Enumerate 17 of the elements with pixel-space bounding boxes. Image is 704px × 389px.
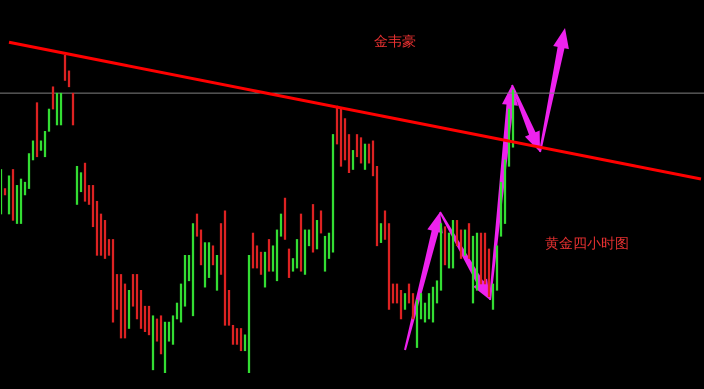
candlestick xyxy=(420,293,422,320)
candlestick xyxy=(352,150,354,170)
candlestick xyxy=(88,185,90,205)
candlestick xyxy=(428,293,430,320)
candlestick xyxy=(380,223,382,243)
candlestick xyxy=(368,144,370,164)
candlestick xyxy=(32,140,34,160)
candlestick xyxy=(408,284,410,304)
candlestick xyxy=(4,188,6,196)
candlestick xyxy=(396,284,398,304)
candlestick xyxy=(392,284,394,304)
text: 黄金四小时图 xyxy=(545,235,629,253)
candlestick xyxy=(424,302,426,322)
candlestick xyxy=(412,293,414,320)
candlestick xyxy=(364,144,366,170)
text: 金韦豪 xyxy=(374,33,416,51)
candlestick xyxy=(176,302,178,320)
